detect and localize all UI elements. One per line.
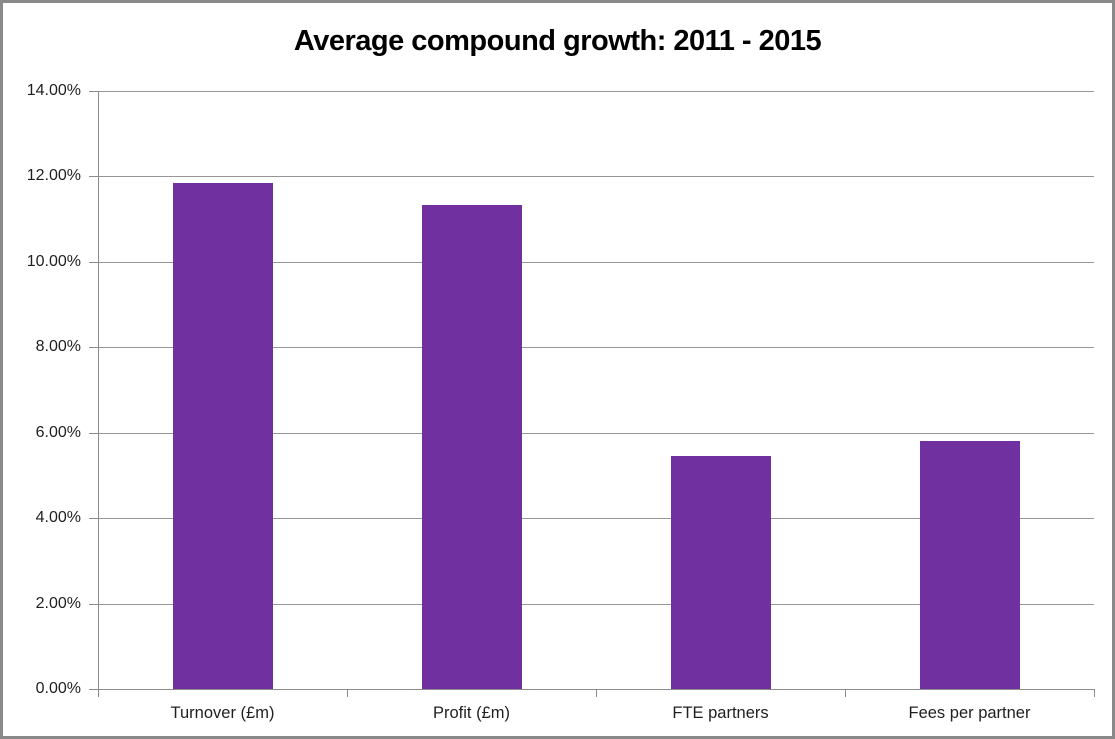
y-axis-tick (89, 689, 98, 690)
x-axis-tick (596, 690, 597, 697)
x-axis-tick (347, 690, 348, 697)
gridline (98, 432, 1094, 434)
y-axis-tick (89, 347, 98, 349)
y-axis-tick (89, 432, 98, 434)
bar (172, 182, 273, 689)
y-axis-tick (89, 603, 98, 605)
y-axis-line (98, 91, 99, 690)
y-tick-label: 10.00% (26, 252, 81, 270)
chart-title: Average compound growth: 2011 - 2015 (293, 25, 822, 57)
bar (670, 456, 771, 689)
x-axis-tick (845, 690, 846, 697)
gridline (98, 261, 1094, 263)
x-axis-tick (98, 690, 99, 697)
y-tick-label: 8.00% (35, 338, 81, 356)
category-label: FTE partners (672, 704, 769, 722)
gridline (98, 518, 1094, 520)
y-tick-label: 14.00% (26, 82, 81, 99)
y-tick-label: 12.00% (26, 167, 81, 185)
y-tick-label: 0.00% (35, 680, 81, 697)
y-axis-tick (89, 176, 98, 178)
y-axis-tick (89, 91, 98, 92)
category-label: Profit (£m) (432, 704, 510, 722)
y-tick-label: 4.00% (35, 509, 81, 527)
x-axis-tick (1094, 690, 1095, 697)
category-label: Turnover (£m) (170, 704, 275, 722)
y-tick-label: 2.00% (35, 594, 81, 612)
gridline (98, 176, 1094, 178)
gridline (98, 603, 1094, 605)
y-axis-tick (89, 518, 98, 520)
y-tick-label: 6.00% (35, 423, 81, 441)
bar (919, 441, 1020, 689)
x-axis-line (98, 689, 1095, 690)
gridline (98, 91, 1094, 92)
category-label: Fees per partner (908, 704, 1031, 722)
gridline (98, 347, 1094, 349)
y-axis-tick (89, 261, 98, 263)
bar (421, 205, 522, 689)
